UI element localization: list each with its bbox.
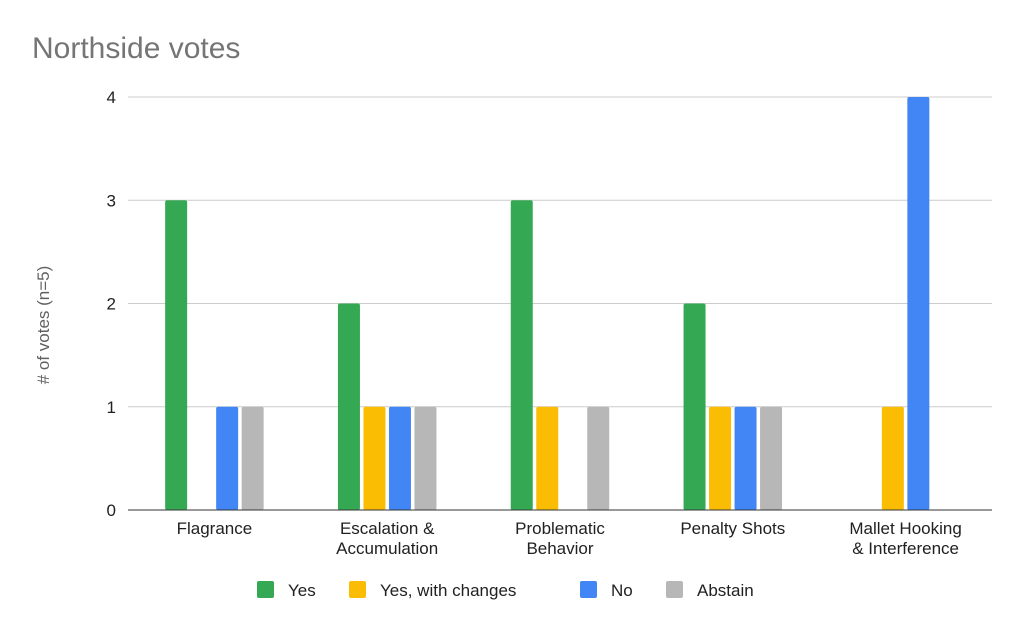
bar[interactable] <box>907 97 930 510</box>
legend-item[interactable]: No <box>580 581 633 600</box>
legend-label: Yes, with changes <box>380 581 516 600</box>
legend-item[interactable]: Abstain <box>666 581 754 600</box>
y-tick-label: 4 <box>107 88 116 107</box>
legend-swatch <box>666 581 683 598</box>
bar[interactable] <box>536 406 559 510</box>
legend[interactable]: Yes Yes, with changes No Abstain <box>257 581 754 600</box>
chart-title: Northside votes <box>32 32 240 65</box>
x-category-label: Escalation & Accumulation <box>336 519 438 558</box>
x-category-label: Penalty Shots <box>680 519 785 538</box>
bar[interactable] <box>165 200 188 510</box>
y-tick-label: 2 <box>107 295 116 314</box>
bars <box>165 97 930 511</box>
x-category-label: Mallet Hooking & Interference <box>849 519 961 558</box>
y-tick-label: 0 <box>107 501 116 520</box>
x-axis-labels: Flagrance Escalation & Accumulation Problem… <box>177 519 962 558</box>
y-axis-label: # of votes (n=5) <box>34 266 53 385</box>
x-category-label: Problematic Behavior <box>515 519 605 558</box>
y-tick-label: 1 <box>107 398 116 417</box>
legend-label: Yes <box>288 581 316 600</box>
y-tick-label: 3 <box>107 191 116 210</box>
bar[interactable] <box>388 406 411 510</box>
x-category-label: Flagrance <box>177 519 253 538</box>
bar[interactable] <box>683 303 706 511</box>
legend-item[interactable]: Yes, with changes <box>349 581 516 600</box>
bar[interactable] <box>337 303 360 511</box>
legend-swatch <box>580 581 597 598</box>
bar[interactable] <box>709 406 732 510</box>
bar[interactable] <box>216 406 239 510</box>
y-axis-ticks: 0 1 2 3 4 <box>107 88 116 520</box>
legend-item[interactable]: Yes <box>257 581 316 600</box>
bar[interactable] <box>881 406 904 510</box>
bar[interactable] <box>510 200 533 510</box>
legend-label: No <box>611 581 633 600</box>
legend-label: Abstain <box>697 581 754 600</box>
legend-swatch <box>257 581 274 598</box>
bar[interactable] <box>587 406 610 510</box>
legend-swatch <box>349 581 366 598</box>
bar[interactable] <box>414 406 437 510</box>
bar[interactable] <box>734 406 757 510</box>
bar[interactable] <box>760 406 783 510</box>
bar[interactable] <box>241 406 264 510</box>
gridlines <box>128 96 992 408</box>
bar[interactable] <box>363 406 386 510</box>
